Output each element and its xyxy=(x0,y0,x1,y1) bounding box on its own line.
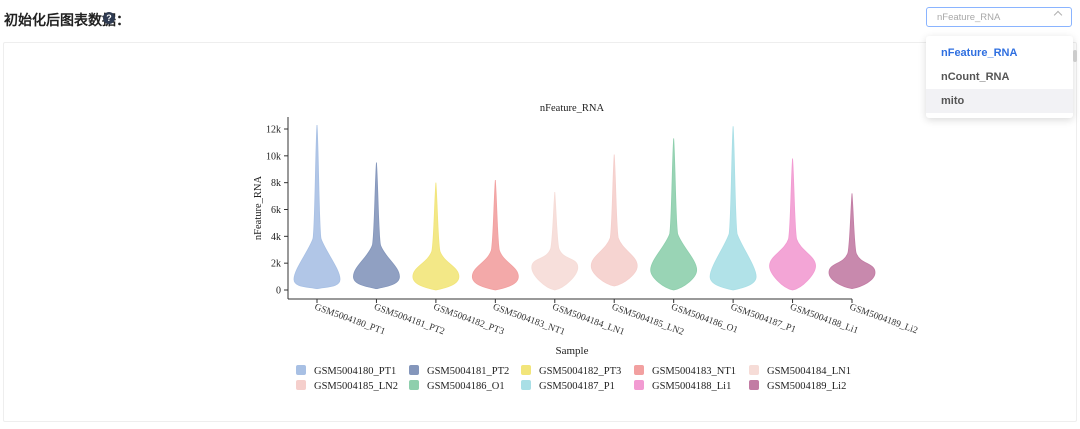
page-title: 初始化后图表数据： xyxy=(4,12,130,28)
help-icon[interactable]: ? xyxy=(103,12,115,24)
y-tick-label: 2k xyxy=(271,259,281,270)
dropdown-scrollbar[interactable] xyxy=(1073,50,1077,62)
violin-GSM5004185_LN2 xyxy=(590,154,638,287)
dropdown-option-mito[interactable]: mito xyxy=(926,89,1073,113)
violin-GSM5004189_Li2 xyxy=(828,193,876,290)
y-tick-label: 4k xyxy=(271,232,281,243)
select-dropdown: nFeature_RNA nCount_RNA mito xyxy=(926,36,1073,118)
chevron-up-icon xyxy=(1053,10,1063,20)
dropdown-option-nfeature[interactable]: nFeature_RNA xyxy=(941,47,1018,59)
violin-GSM5004184_LN1 xyxy=(531,192,579,291)
violin-GSM5004181_PT2 xyxy=(353,162,400,290)
legend-swatch xyxy=(409,365,419,375)
legend-label: GSM5004182_PT3 xyxy=(539,366,621,377)
legend-swatch xyxy=(634,365,644,375)
y-tick-label: 12k xyxy=(266,125,281,136)
legend-label: GSM5004183_NT1 xyxy=(652,366,736,377)
legend-swatch xyxy=(749,365,759,375)
violin-GSM5004188_Li1 xyxy=(769,158,816,291)
legend-swatch xyxy=(409,380,419,390)
x-tick-label: GSM5004187_P1 xyxy=(729,302,797,335)
chart-title: nFeature_RNA xyxy=(540,103,605,114)
legend-swatch xyxy=(749,380,759,390)
legend-swatch xyxy=(521,365,531,375)
y-tick-label: 8k xyxy=(271,178,281,189)
chart-metric-select[interactable]: nFeature_RNA xyxy=(926,7,1072,27)
chart-panel: 0 2k 4k 6k 8k 10k 12k GSM5004180_PT1 GSM5004181_… xyxy=(3,42,1077,422)
legend-label: GSM5004180_PT1 xyxy=(314,366,396,377)
violin-chart: 0 2k 4k 6k 8k 10k 12k GSM5004180_PT1 GSM5004181_… xyxy=(253,103,919,392)
legend-label: GSM5004189_Li2 xyxy=(767,381,846,392)
x-tick-label: GSM5004189_Li2 xyxy=(848,302,919,336)
legend-label: GSM5004187_P1 xyxy=(539,381,615,392)
legend-swatch xyxy=(634,380,644,390)
y-axis-title: nFeature_RNA xyxy=(253,176,264,241)
violin-GSM5004180_PT1 xyxy=(293,124,341,290)
x-axis-title: Sample xyxy=(556,345,589,357)
violin-GSM5004183_NT1 xyxy=(471,179,519,291)
legend-swatch xyxy=(296,380,306,390)
legend-label: GSM5004186_O1 xyxy=(427,381,505,392)
legend-label: GSM5004185_LN2 xyxy=(314,381,398,392)
legend-swatch xyxy=(296,365,306,375)
dropdown-option-ncount[interactable]: nCount_RNA xyxy=(941,71,1010,83)
violin-GSM5004186_O1 xyxy=(650,138,698,291)
y-tick-label: 10k xyxy=(266,151,281,162)
legend-label: GSM5004184_LN1 xyxy=(767,366,851,377)
violin-GSM5004187_P1 xyxy=(709,126,757,291)
y-tick-label: 6k xyxy=(271,205,281,216)
legend-swatch xyxy=(521,380,531,390)
legend-label: GSM5004181_PT2 xyxy=(427,366,509,377)
select-value: nFeature_RNA xyxy=(937,12,1001,23)
y-tick-label: 0 xyxy=(276,286,281,297)
legend-label: GSM5004188_Li1 xyxy=(652,381,731,392)
violin-GSM5004182_PT3 xyxy=(412,182,460,291)
